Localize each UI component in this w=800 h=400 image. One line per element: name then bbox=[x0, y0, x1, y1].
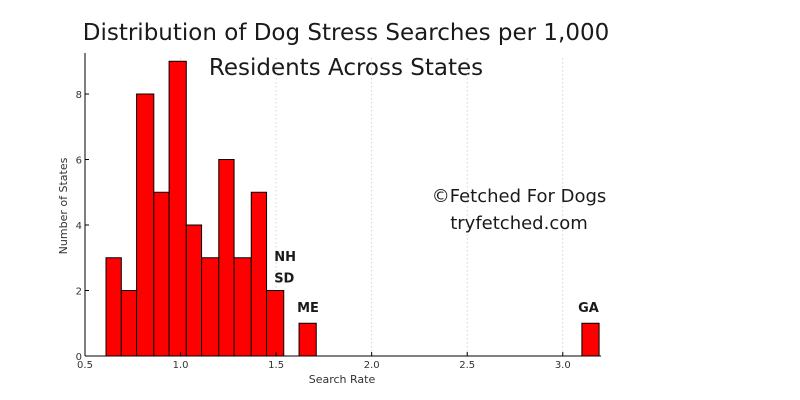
x-axis-label: Search Rate bbox=[309, 373, 376, 386]
histogram-bar bbox=[105, 257, 122, 357]
x-tick-label: 3.0 bbox=[555, 360, 571, 371]
watermark-brand: ©Fetched For Dogs bbox=[432, 186, 607, 207]
histogram-bar bbox=[153, 191, 170, 357]
y-tick-label: 2 bbox=[76, 287, 82, 298]
state-annotation-label: GA bbox=[578, 301, 599, 316]
y-tick-label: 6 bbox=[76, 156, 82, 167]
state-annotation-label: ME bbox=[297, 301, 319, 316]
histogram-bar bbox=[298, 322, 317, 357]
histogram-bar bbox=[120, 290, 138, 357]
tick-labels: 0.5 1.0 1.5 2.0 2.5 3.0 0 2 4 6 8 bbox=[76, 90, 571, 371]
x-tick-label: 1.5 bbox=[268, 360, 284, 371]
x-tick-label: 2.0 bbox=[364, 360, 380, 371]
x-tick-label: 1.0 bbox=[173, 360, 189, 371]
histogram-bars bbox=[105, 60, 600, 357]
x-tick-label: 0.5 bbox=[77, 360, 93, 371]
y-tick-label: 0 bbox=[76, 352, 82, 363]
histogram-bar bbox=[136, 93, 155, 357]
histogram-bar bbox=[581, 322, 600, 357]
histogram-bar bbox=[201, 257, 220, 357]
axes bbox=[84, 53, 601, 357]
histogram-bar bbox=[185, 224, 203, 357]
histogram-bar bbox=[266, 290, 285, 357]
y-tick-label: 8 bbox=[76, 90, 82, 101]
state-annotation-label: NH bbox=[274, 250, 296, 265]
chart-title-line-1: Distribution of Dog Stress Searches per … bbox=[83, 20, 609, 46]
watermark-url: tryfetched.com bbox=[450, 213, 588, 234]
histogram-bar bbox=[168, 60, 187, 357]
histogram-bar bbox=[250, 191, 268, 357]
histogram-bar bbox=[233, 257, 252, 357]
state-annotation-label: SD bbox=[274, 271, 294, 286]
y-axis-label: Number of States bbox=[57, 157, 70, 254]
y-tick-label: 4 bbox=[76, 221, 82, 232]
histogram-bar bbox=[218, 159, 235, 357]
chart-title-line-2: Residents Across States bbox=[209, 55, 483, 81]
x-tick-label: 2.5 bbox=[459, 360, 475, 371]
